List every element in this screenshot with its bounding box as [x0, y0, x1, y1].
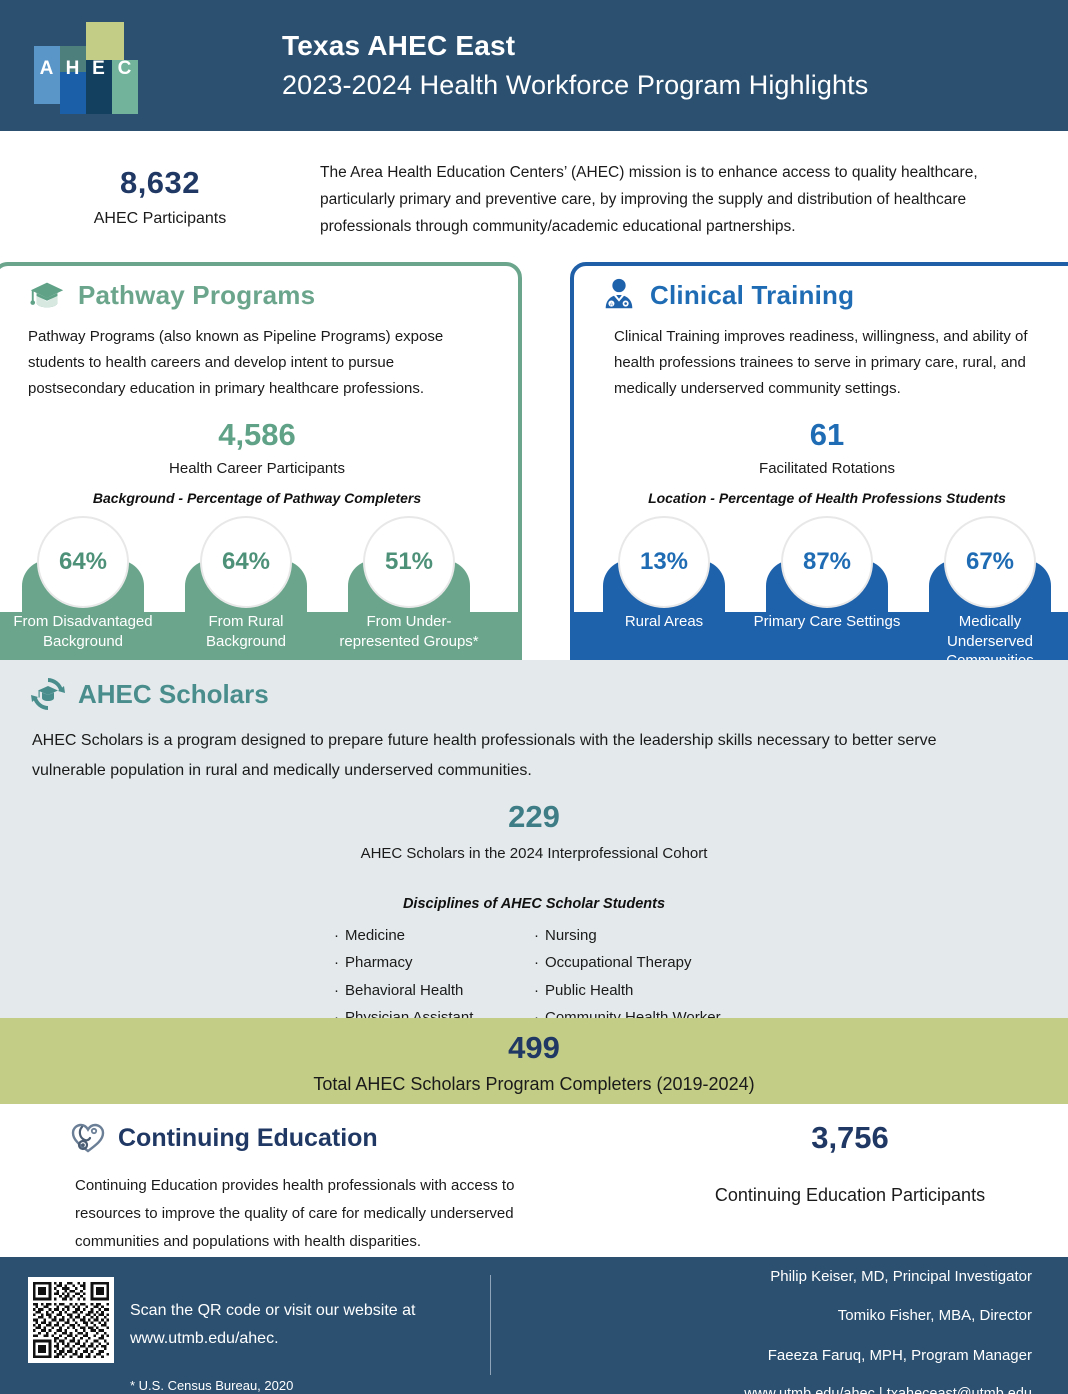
participants-stat: 8,632 AHEC Participants [0, 131, 320, 228]
graduation-cap-icon [28, 276, 66, 314]
pathway-stat-label: Health Career Participants [169, 460, 345, 478]
mission-statement: The Area Health Education Centers’ (AHEC… [320, 164, 978, 236]
ahec-logo: A H E C [34, 16, 154, 116]
list-item: Occupational Therapy [534, 949, 734, 976]
disciplines-column-left: Medicine Pharmacy Behavioral Health Phys… [334, 922, 534, 1031]
clinical-percent-1: 13% [618, 516, 710, 608]
participants-value: 8,632 [119, 165, 201, 200]
page-subtitle: 2023-2024 Health Workforce Program Highl… [282, 69, 869, 100]
page-header: A H E C Texas AHEC East 2023-2024 Health… [0, 0, 1068, 131]
continuing-education-description: Continuing Education provides health pro… [75, 1177, 515, 1250]
clinical-bar-1: 13% Rural Areas [603, 516, 725, 660]
clinical-bar-chart: 13% Rural Areas 87% Primary Care Setting… [570, 512, 1068, 669]
continuing-education-label: Continuing Education Participants [714, 1185, 986, 1205]
footer-links[interactable]: www.utmb.edu/ahec | txaheceast@utmb.edu [744, 1385, 1032, 1394]
continuing-education-section: Continuing Education Continuing Educatio… [0, 1104, 1068, 1257]
pathway-programs-card: Pathway Programs Pathway Programs (also … [0, 262, 522, 660]
clinical-stat-value: 61 [809, 417, 845, 453]
pathway-bar-chart: 64% From Disadvantaged Background 64% Fr… [0, 512, 522, 660]
continuing-education-value: 3,756 [811, 1120, 889, 1155]
top-summary-row: 8,632 AHEC Participants The Area Health … [0, 131, 1068, 257]
pathway-bar-label-1: From Disadvantaged Background [13, 613, 153, 650]
continuing-education-stat: 3,756 Continuing Education Participants [700, 1120, 1000, 1211]
ahec-scholars-section: AHEC Scholars AHEC Scholars is a program… [0, 660, 1068, 1026]
pathway-bar-label-2: From Rural Background [205, 613, 287, 650]
scholars-title: AHEC Scholars [78, 678, 269, 709]
footer-contacts: Philip Keiser, MD, Principal Investigato… [744, 1265, 1032, 1394]
clinical-header: A Clinical Training [570, 262, 1068, 314]
pathway-header: Pathway Programs [0, 262, 522, 314]
scan-instructions: Scan the QR code or visit our website at… [130, 1302, 416, 1347]
scholars-disciplines-title: Disciplines of AHEC Scholar Students [402, 896, 666, 913]
contact-director: Tomiko Fisher, MBA, Director [837, 1307, 1032, 1325]
pathway-bar-2: 64% From Rural Background [185, 516, 307, 660]
logo-letter-e: E [92, 57, 106, 79]
stethoscope-heart-icon [68, 1118, 108, 1158]
scholars-disciplines-list: Medicine Pharmacy Behavioral Health Phys… [0, 922, 1068, 1031]
clinical-chart-title: Location - Percentage of Health Professi… [648, 490, 1006, 507]
pathway-stat-value: 4,586 [218, 417, 296, 453]
pathway-bar-3: 51% From Under-represented Groups* [339, 516, 479, 660]
page-title: Texas AHEC East [282, 29, 516, 61]
logo-letters: A H E C [34, 54, 154, 84]
clinical-bar-label-2: Primary Care Settings [753, 613, 901, 630]
logo-letter-h: H [65, 57, 81, 79]
continuing-education-title: Continuing Education [118, 1123, 378, 1152]
clinical-bar-label-1: Rural Areas [624, 613, 704, 630]
clinical-percent-2: 87% [781, 516, 873, 608]
list-item: Pharmacy [334, 949, 534, 976]
contact-program-manager: Faeeza Faruq, MPH, Program Manager [767, 1346, 1032, 1364]
scholars-stat-value: 229 [508, 799, 560, 835]
pathway-percent-3: 51% [363, 516, 455, 608]
participants-label: AHEC Participants [93, 210, 227, 227]
logo-letter-a: A [39, 57, 55, 79]
census-footnote: * U.S. Census Bureau, 2020 [130, 1378, 294, 1393]
clinical-title: Clinical Training [650, 279, 855, 310]
pathway-title: Pathway Programs [78, 279, 316, 310]
contact-principal-investigator: Philip Keiser, MD, Principal Investigato… [770, 1268, 1032, 1285]
list-item: Behavioral Health [334, 977, 534, 1004]
doctor-stethoscope-icon: A [600, 276, 638, 314]
list-item: Medicine [334, 922, 534, 949]
graduation-cap-cycle-icon [28, 674, 68, 714]
scholars-header: AHEC Scholars [0, 660, 1068, 714]
list-item: Public Health [534, 977, 734, 1004]
clinical-stat-label: Facilitated Rotations [759, 460, 895, 478]
pathway-chart-title: Background - Percentage of Pathway Compl… [92, 490, 422, 507]
logo-letter-c: C [117, 57, 133, 79]
svg-text:A: A [610, 301, 614, 307]
disciplines-column-right: Nursing Occupational Therapy Public Heal… [534, 922, 734, 1031]
pathway-bar-label-3: From Under-represented Groups* [339, 613, 479, 650]
pathway-bar-1: 64% From Disadvantaged Background [13, 516, 153, 660]
total-completers-banner: 499 Total AHEC Scholars Program Complete… [0, 1018, 1068, 1104]
clinical-description: Clinical Training improves readiness, wi… [614, 328, 1028, 397]
clinical-training-card: A Clinical Training Clinical Training im… [570, 262, 1068, 669]
pathway-description: Pathway Programs (also known as Pipeline… [28, 328, 444, 397]
footer-divider [490, 1275, 491, 1375]
continuing-education-header: Continuing Education [0, 1104, 1068, 1158]
scholars-description: AHEC Scholars is a program designed to p… [32, 732, 937, 779]
page-footer: Scan the QR code or visit our website at… [0, 1257, 1068, 1394]
pathway-percent-2: 64% [200, 516, 292, 608]
banner-label: Total AHEC Scholars Program Completers (… [313, 1074, 755, 1094]
scholars-stat-label: AHEC Scholars in the 2024 Interprofessio… [360, 845, 708, 863]
header-titles: Texas AHEC East 2023-2024 Health Workfor… [282, 28, 868, 103]
qr-code[interactable] [28, 1277, 114, 1363]
banner-value: 499 [508, 1030, 560, 1065]
pathway-percent-1: 64% [37, 516, 129, 608]
clinical-bar-3: 67% Medically Underserved Communities [929, 516, 1051, 669]
clinical-percent-3: 67% [944, 516, 1036, 608]
list-item: Nursing [534, 922, 734, 949]
clinical-bar-2: 87% Primary Care Settings [754, 516, 900, 660]
